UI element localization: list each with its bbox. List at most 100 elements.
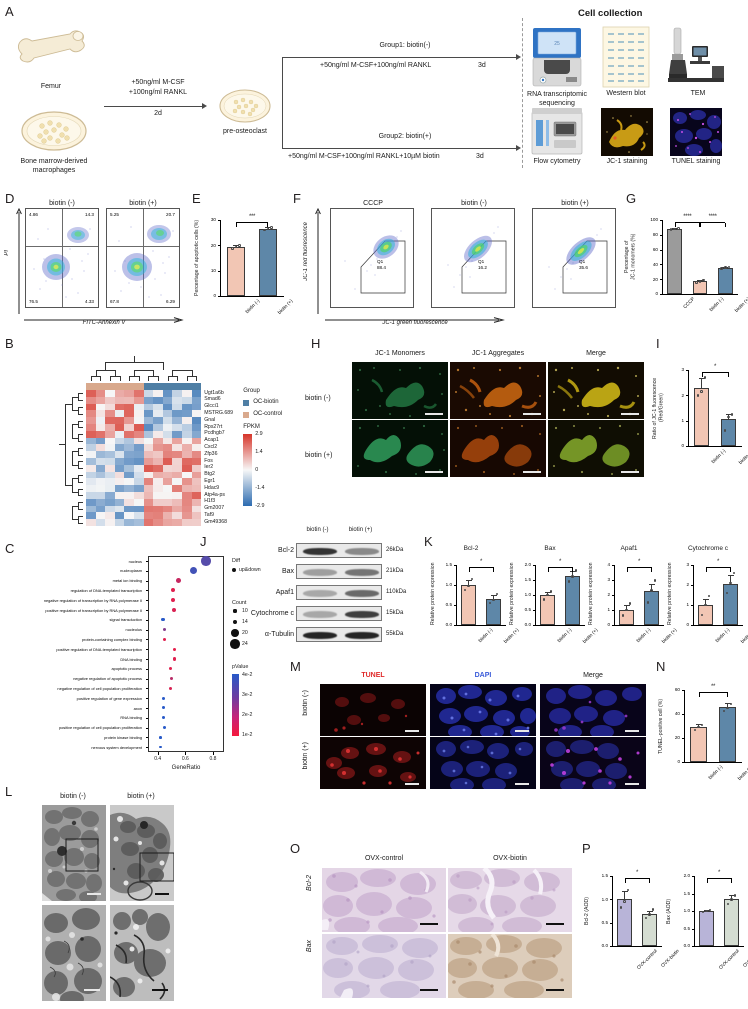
bar[interactable] (642, 914, 657, 946)
dotplot-point[interactable] (161, 716, 165, 720)
dendrogram-segment (78, 427, 83, 428)
heatmap-cell (153, 451, 163, 458)
panel-k-chart-1[interactable]: Bax 0.0 0.5 1.0 1.5 2.0 biotin (-) biotin (+) * R… (509, 545, 599, 655)
panel-m-merge-biotin-pos (540, 737, 646, 789)
x-axis (693, 625, 743, 626)
dotplot-point[interactable] (161, 706, 165, 710)
dotplot-point[interactable] (172, 647, 176, 651)
dendrogram-segment (129, 376, 130, 381)
data-point (700, 390, 703, 393)
dotplot-point[interactable] (170, 598, 175, 603)
panel-p-chart-1[interactable]: 0.0 0.5 1.0 1.5 2.0 OVX-control OVX-biotin * Bax… (666, 860, 748, 1000)
output-1-label: Western blot (606, 90, 646, 97)
heatmap-cell (124, 417, 134, 424)
bar[interactable] (259, 228, 277, 296)
heatmap-cell (105, 396, 115, 404)
panel-d-flow-plot-0[interactable]: 4.86 14.3 76.5 4.33 (25, 208, 99, 308)
panel-l-col-title-1: biotin (+) (127, 793, 155, 800)
dotplot-point[interactable] (168, 667, 172, 671)
dendrogram-segment (172, 370, 173, 376)
heatmap-cell (162, 390, 173, 397)
y-tick-label: 1.5 (524, 577, 531, 583)
heatmap-cell (95, 424, 106, 431)
error-bar-cap (648, 584, 655, 585)
error-bar-cap (702, 599, 709, 600)
panel-f-flow-plot-0[interactable]: Q1 88.4 (330, 208, 414, 308)
dotplot-point[interactable] (161, 696, 165, 700)
bar[interactable] (693, 387, 710, 446)
heatmap-cell (182, 390, 192, 397)
panel-f-flow-plot-1[interactable]: Q1 16.2 (431, 208, 515, 308)
bar[interactable] (667, 229, 682, 294)
heatmap-gene-label: Btg2 (204, 471, 215, 478)
bar[interactable] (461, 585, 476, 625)
dendrogram-segment (65, 485, 72, 486)
bar[interactable] (690, 727, 707, 762)
dotplot-point[interactable] (163, 725, 167, 730)
group1-time: 3d (478, 62, 486, 69)
bar[interactable] (719, 707, 736, 762)
bar[interactable] (724, 899, 739, 946)
panel-i-chart[interactable]: 0 1 2 3 biotin (-) biotin (+) * Ratio of JC-1 f… (652, 352, 748, 480)
bar[interactable] (717, 267, 733, 294)
heatmap-cell (172, 444, 182, 452)
dendrogram-segment (153, 370, 154, 376)
panel-n-chart[interactable]: 0 20 40 60 biotin (-) biotin (+) ** TUNEL-posit… (658, 674, 748, 794)
panel-n-letter: N (656, 659, 666, 674)
dendrogram-segment (100, 376, 101, 381)
dotplot-point[interactable] (172, 657, 176, 661)
data-point (628, 602, 632, 605)
panel-h-letter: H (311, 336, 321, 351)
heatmap-cell (153, 437, 163, 445)
panel-k-chart-0[interactable]: Bcl-2 0.0 0.5 1.0 1.5 biotin (-) biotin (+) * Re… (430, 545, 520, 655)
y-tick-label: 0.5 (445, 602, 452, 608)
dotplot-point[interactable] (159, 736, 162, 739)
heatmap-cell (172, 430, 182, 438)
dotplot-point[interactable] (201, 556, 211, 566)
bar[interactable] (617, 899, 632, 946)
dotplot-point[interactable] (161, 617, 165, 622)
dotplot-point[interactable] (159, 745, 162, 749)
heatmap-cell (162, 403, 173, 411)
dotplot-point[interactable] (175, 578, 181, 583)
heatmap-cell (114, 512, 125, 520)
panel-p-chart-0[interactable]: 0.0 0.5 1.0 1.5 OVX-control OVX-biotin * Bcl-2 … (584, 860, 680, 1000)
femur-label: Femur (40, 83, 62, 90)
dotplot-point[interactable] (169, 676, 173, 681)
bar[interactable] (227, 247, 245, 296)
bar[interactable] (565, 576, 580, 625)
panel-g-chart[interactable]: 0 20 40 60 80 100 CCCP biotin (-) biotin (+) ****… (624, 202, 748, 330)
panel-e-chart[interactable]: 0 10 20 30 biotin (-) biotin (+) *** Percentage… (194, 202, 294, 330)
y-tick (217, 270, 220, 272)
y-tick-label: 2 (607, 592, 610, 598)
dotplot-point[interactable] (163, 627, 167, 632)
dotplot-point[interactable] (172, 607, 177, 612)
bar[interactable] (619, 610, 634, 625)
dotplot-point[interactable] (163, 637, 167, 641)
bar[interactable] (644, 590, 659, 625)
dotplot-point[interactable] (189, 566, 198, 575)
panel-p-charts[interactable]: 0.0 0.5 1.0 1.5 OVX-control OVX-biotin * Bcl-2 … (584, 860, 748, 1000)
panel-f-flow-plot-2[interactable]: Q1 35.6 (532, 208, 616, 308)
heatmap-cell (114, 451, 125, 458)
panel-k-charts[interactable]: Bcl-2 0.0 0.5 1.0 1.5 biotin (-) biotin (+) * Re… (430, 545, 748, 655)
bar[interactable] (699, 911, 714, 946)
error-bar (698, 724, 699, 728)
panel-b-heatmap[interactable]: Ugt1a6b Smad6 Glcci1 MSTRG.689 Gnal Rps27rt Pc… (30, 340, 290, 536)
error-bar (572, 571, 573, 577)
dotplot-point[interactable] (170, 588, 175, 593)
y-tick (217, 220, 220, 221)
heatmap-gene-label: Atp4a-ps (204, 491, 225, 498)
panel-k-chart-2[interactable]: Apaf1 0 1 2 3 4 biotin (-) biotin (+) * Relative … (588, 545, 678, 655)
chart-title: Cytochrome c (687, 545, 729, 552)
panel-c-dotplot[interactable]: nucleus nucleoplasm metal ion binding regul… (18, 548, 261, 783)
heatmap-cell (153, 403, 163, 411)
panel-d-flow-plot-1[interactable]: 5.25 20.7 67.8 6.29 (106, 208, 180, 308)
dotplot-point[interactable] (168, 686, 172, 690)
y-tick (611, 625, 614, 626)
bar[interactable] (723, 584, 738, 625)
bar[interactable] (720, 419, 737, 446)
y-axis-title: Bcl-2 (AOD) (584, 897, 590, 925)
y-tick (217, 245, 220, 247)
panel-k-chart-3[interactable]: Cytochrome c 0 1 2 3 biotin (-) biotin (+) * Rel… (667, 545, 748, 655)
